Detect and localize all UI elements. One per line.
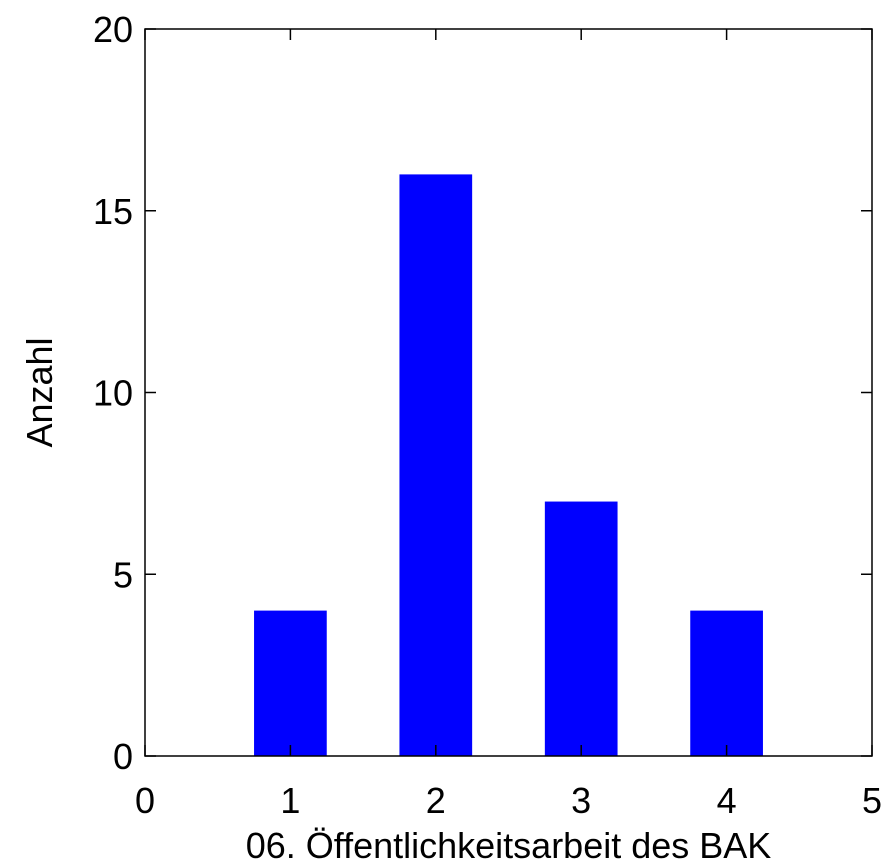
bar-4 xyxy=(690,610,763,756)
bar-2 xyxy=(399,174,473,756)
y-tick-label: 0 xyxy=(113,736,133,777)
x-tick-labels: 0 1 2 3 4 5 xyxy=(135,780,882,821)
y-tick-label: 10 xyxy=(93,373,133,414)
bar-1 xyxy=(254,610,327,756)
y-tick-label: 15 xyxy=(93,191,133,232)
x-axis-label: 06. Öffentlichkeitsarbeit des BAK xyxy=(246,825,772,866)
x-tick-label: 4 xyxy=(717,780,737,821)
x-tick-label: 3 xyxy=(571,780,591,821)
y-tick-label: 20 xyxy=(93,9,133,50)
y-tick-labels: 0 5 10 15 20 xyxy=(93,9,133,777)
x-tick-label: 5 xyxy=(862,780,882,821)
y-axis-label: Anzahl xyxy=(19,337,60,447)
plot-frame xyxy=(144,28,873,757)
bars-group xyxy=(254,174,763,756)
x-tick-label: 2 xyxy=(426,780,446,821)
x-tick-label: 1 xyxy=(280,780,300,821)
bar-3 xyxy=(544,501,618,756)
x-tick-label: 0 xyxy=(135,780,155,821)
y-tick-label: 5 xyxy=(113,554,133,595)
